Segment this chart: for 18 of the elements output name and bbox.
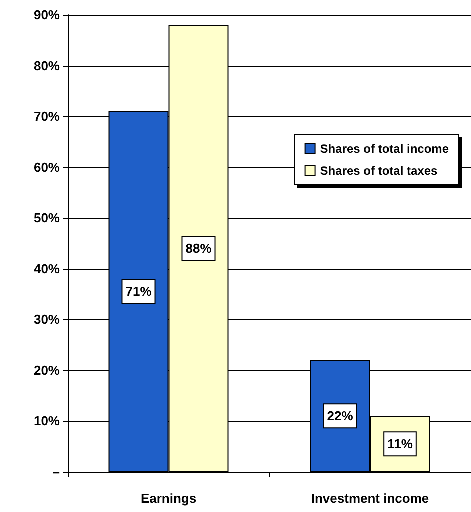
x-tick-label: Investment income — [311, 491, 430, 506]
y-tick-label: 20% — [34, 362, 60, 378]
legend-label: Shares of total taxes — [320, 164, 438, 178]
data-label: 22% — [327, 408, 354, 424]
legend-label: Shares of total income — [320, 142, 450, 156]
y-tick-label: 40% — [34, 261, 60, 276]
data-label: 11% — [388, 436, 414, 452]
y-tick-label: – — [52, 464, 60, 480]
data-label: 88% — [186, 241, 212, 256]
y-tick-label: 60% — [34, 160, 60, 175]
x-tick-label: Earnings — [140, 491, 197, 506]
data-label: 71% — [126, 284, 152, 300]
y-tick-label: 90% — [34, 8, 60, 22]
y-tick-label: 70% — [34, 109, 60, 124]
y-tick-label: 30% — [34, 312, 60, 328]
y-tick-label: 80% — [34, 58, 60, 74]
y-tick-label: 50% — [34, 210, 60, 226]
y-tick-label: 10% — [34, 414, 60, 429]
